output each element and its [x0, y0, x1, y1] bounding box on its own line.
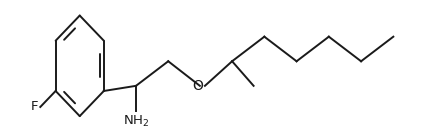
Text: F: F	[31, 100, 38, 113]
Text: NH$_2$: NH$_2$	[123, 114, 149, 129]
Text: O: O	[193, 79, 204, 93]
